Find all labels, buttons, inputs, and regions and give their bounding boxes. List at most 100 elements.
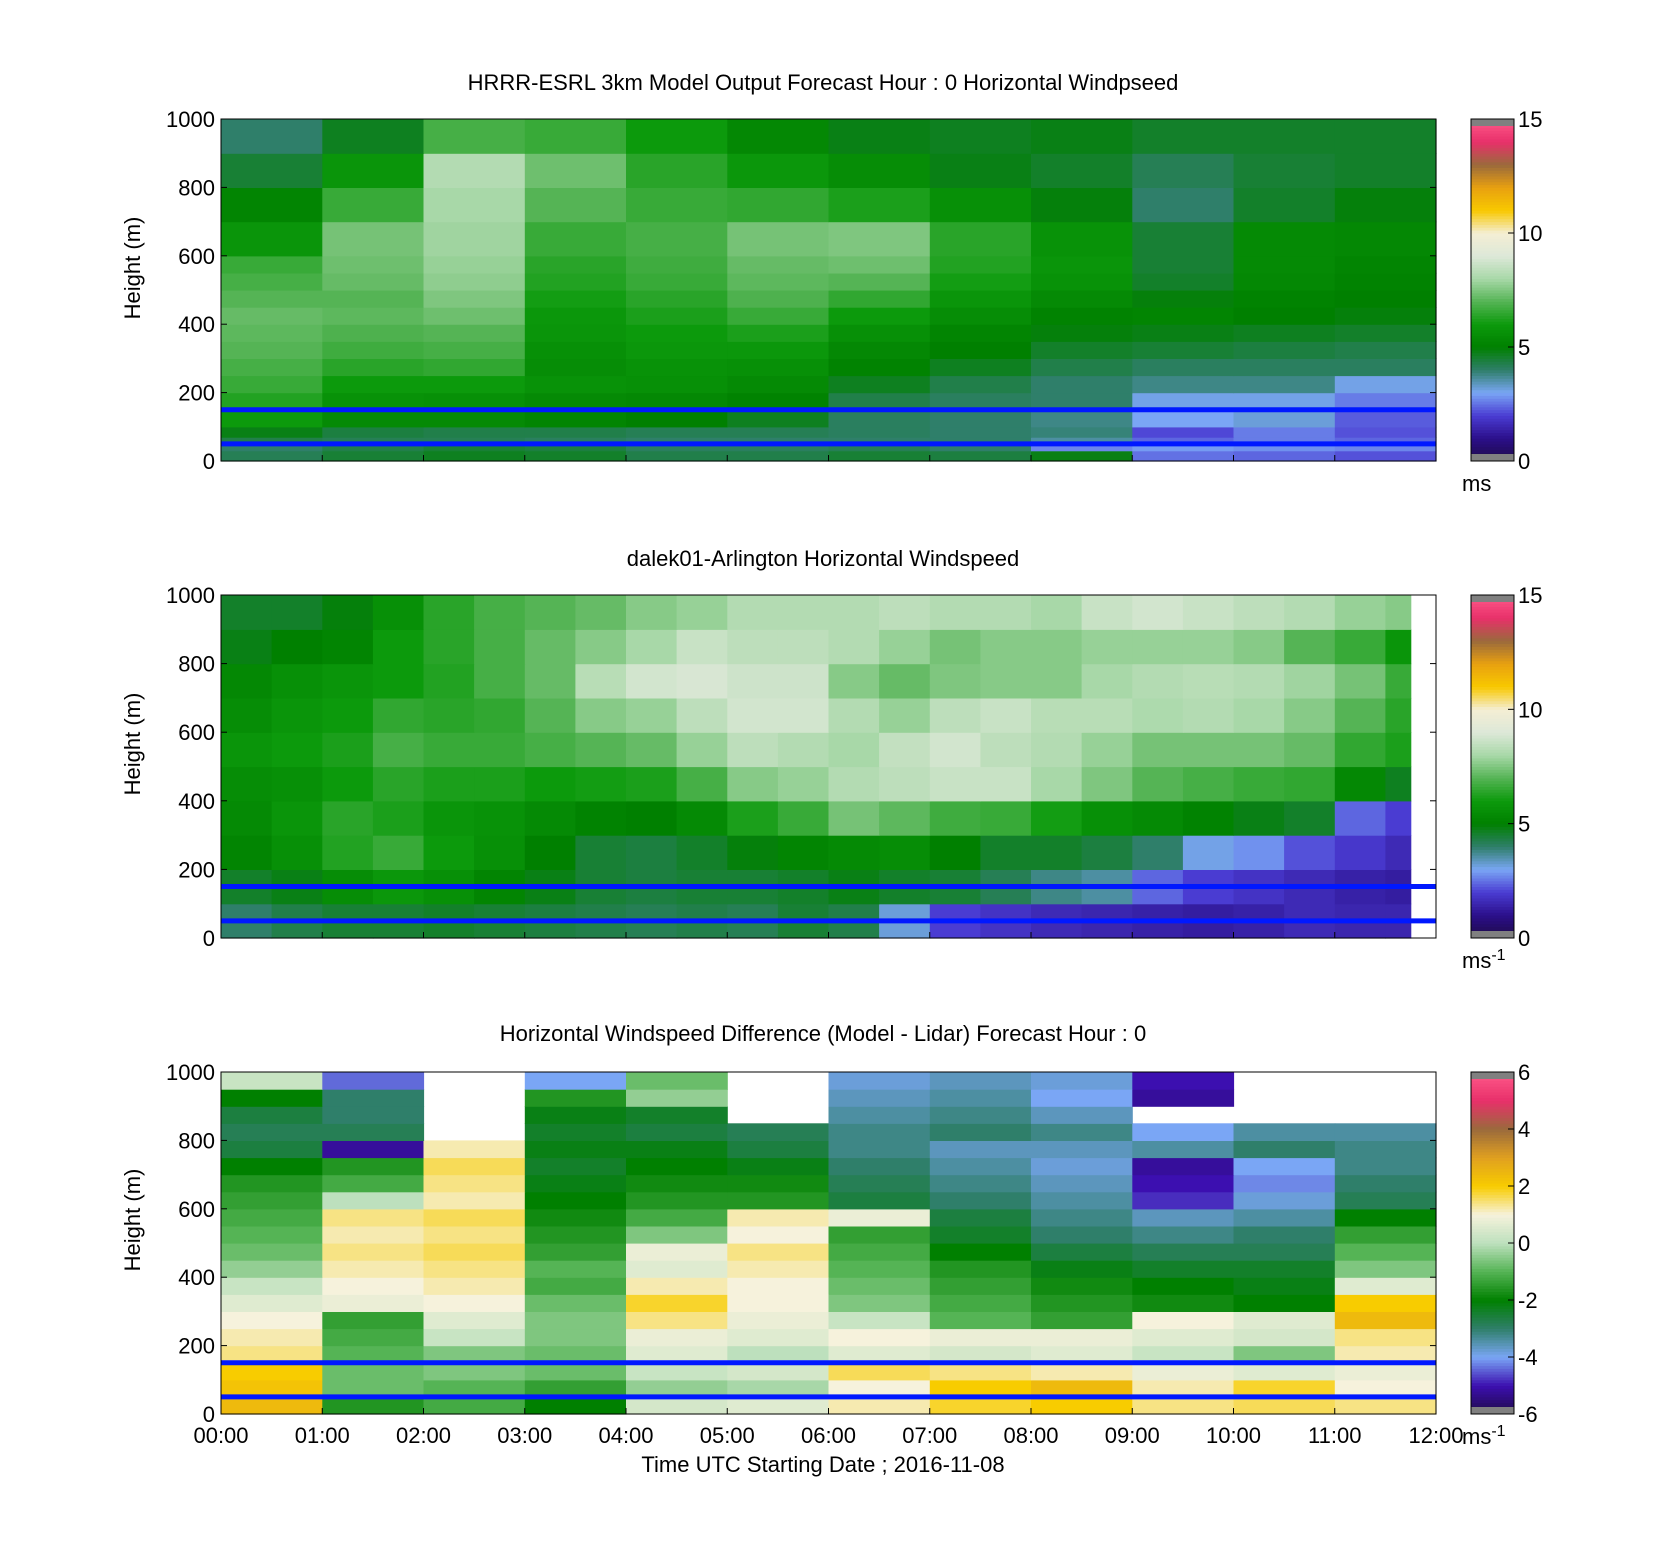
heatmap-cell	[1233, 1379, 1336, 1398]
heatmap-cell	[828, 426, 931, 438]
heatmap-cell	[1233, 1191, 1336, 1210]
heatmap-cell	[1334, 1123, 1437, 1141]
colorbar-segment	[1471, 1288, 1514, 1292]
colorbar-segment	[1471, 1106, 1514, 1110]
heatmap-cell	[1233, 1208, 1336, 1227]
colorbar-segment	[1471, 1265, 1514, 1270]
heatmap-cell	[1132, 221, 1235, 257]
colorbar-segment	[1471, 384, 1514, 388]
heatmap-cell	[221, 290, 323, 308]
heatmap-cell	[626, 1106, 728, 1124]
colorbar-segment	[1471, 138, 1514, 143]
heatmap-cell	[423, 409, 526, 428]
colorbar-segment	[1471, 1359, 1514, 1364]
colorbar-tick-label: 0	[1518, 926, 1530, 951]
heatmap-cell	[727, 1311, 830, 1330]
colorbar-segment	[1471, 1114, 1514, 1119]
heatmap-cell	[221, 1208, 323, 1227]
heatmap-cell	[929, 341, 1032, 359]
colorbar-segment	[1471, 252, 1514, 257]
heatmap-cell	[271, 595, 323, 630]
colorbar-segment	[1471, 643, 1514, 647]
colorbar-segment	[1471, 926, 1514, 930]
heatmap-cell	[1385, 800, 1412, 836]
heatmap-cell	[1233, 324, 1336, 342]
heatmap-cell	[1031, 290, 1133, 308]
heatmap-cell	[524, 221, 627, 257]
heatmap-cell	[271, 835, 323, 870]
x-tick-label: 06:00	[801, 1423, 856, 1448]
heatmap-cell	[929, 1345, 1032, 1364]
heatmap-cell	[929, 1157, 1032, 1176]
heatmap-cell	[575, 629, 627, 665]
colorbar-segment	[1471, 221, 1514, 225]
heatmap-cell	[929, 1311, 1032, 1330]
heatmap-cell	[524, 1123, 627, 1141]
heatmap-cell	[626, 1174, 728, 1193]
colorbar-segment	[1471, 1146, 1514, 1150]
colorbar-segment	[1471, 906, 1514, 910]
heatmap-cell	[626, 1243, 728, 1261]
colorbar-segment	[1471, 267, 1514, 271]
heatmap-cell	[221, 437, 323, 445]
x-ticks	[220, 455, 1437, 461]
heatmap-cell	[1334, 1225, 1437, 1244]
colorbar-unit-exponent: -1	[1491, 1423, 1505, 1440]
heatmap-cell	[626, 450, 728, 462]
colorbar-segment	[1471, 133, 1514, 137]
colorbar-unit-exponent: -1	[1491, 947, 1505, 964]
heatmap-cell	[1031, 1106, 1133, 1124]
colorbar-segment	[1471, 1339, 1514, 1344]
heatmap-cell	[322, 375, 425, 394]
heatmap-cell	[1233, 1362, 1336, 1381]
colorbar-segment	[1471, 900, 1514, 905]
heatmap-cell	[828, 324, 931, 342]
heatmap-cell	[1334, 437, 1437, 445]
colorbar-tick-label: 0	[1518, 1231, 1530, 1256]
colorbar-segment	[1471, 660, 1514, 665]
heatmap-cell	[1031, 835, 1083, 870]
heatmap-cell	[828, 1311, 931, 1330]
heatmap-cell	[322, 1345, 425, 1364]
heatmap-cell	[1334, 1328, 1437, 1347]
heatmap-cell	[1233, 697, 1285, 733]
colorbar-segment	[1471, 1394, 1514, 1398]
colorbar-segment	[1471, 355, 1514, 359]
heatmap-cell	[524, 119, 627, 154]
heatmap-cell	[777, 697, 830, 733]
colorbar-tick-label: 15	[1518, 107, 1542, 132]
colorbar-segment	[1471, 258, 1514, 262]
colorbar-segment	[1471, 837, 1514, 842]
colorbar-segment	[1471, 746, 1514, 750]
colorbar-segment	[1471, 224, 1514, 228]
heatmap-cell	[1334, 697, 1386, 733]
colorbar-segment	[1471, 1345, 1514, 1349]
colorbar-segment	[1471, 1191, 1514, 1196]
heatmap-cell	[929, 1396, 1032, 1415]
heatmap-cell	[626, 629, 678, 665]
y-tick-label: 400	[178, 1265, 215, 1290]
y-tick-label: 1000	[166, 583, 215, 608]
colorbar-segment	[1471, 449, 1514, 453]
heatmap-cell	[221, 1260, 323, 1278]
heatmap-cell	[1031, 1362, 1133, 1381]
colorbar-segment	[1471, 646, 1514, 650]
heatmap-cell	[524, 450, 627, 462]
heatmap-cell	[524, 426, 627, 438]
colorbar-tick-label: 15	[1518, 583, 1542, 608]
colorbar-segment	[1471, 1305, 1514, 1310]
heatmap-cell	[1081, 766, 1133, 802]
heatmap-cell	[828, 409, 931, 428]
heatmap-cell	[1233, 1277, 1336, 1295]
colorbar-segment	[1471, 886, 1514, 890]
colorbar-segment	[1471, 1208, 1514, 1213]
heatmap-cell	[828, 835, 880, 870]
heatmap-cell	[1132, 1396, 1235, 1415]
colorbar-segment	[1471, 1083, 1514, 1087]
heatmap-cell	[828, 255, 931, 274]
heatmap-cell	[322, 1277, 425, 1295]
colorbar-segment	[1471, 156, 1514, 160]
colorbar-segment	[1471, 207, 1514, 211]
heatmap-cell	[980, 629, 1032, 665]
colorbar-segment	[1471, 692, 1514, 696]
